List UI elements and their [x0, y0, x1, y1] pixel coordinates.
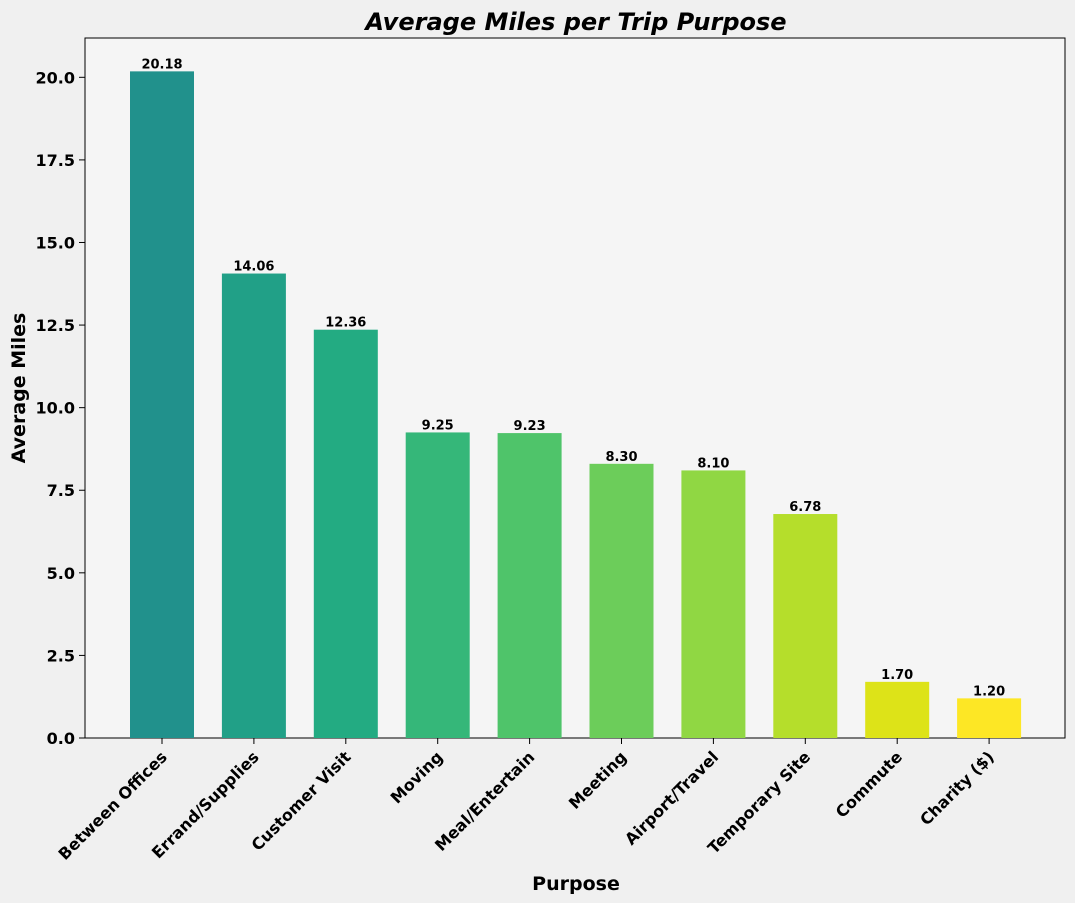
y-tick-label: 10.0 [36, 399, 75, 418]
bar-0 [130, 71, 194, 738]
bar-3 [405, 432, 470, 738]
bar-8 [865, 681, 930, 738]
x-tick-label: Moving [387, 747, 447, 807]
chart-title: Average Miles per Trip Purpose [363, 8, 786, 36]
bar-9 [957, 698, 1022, 738]
x-tick-label: Charity ($) [916, 747, 998, 829]
bar-value-label: 9.23 [514, 419, 546, 434]
bar-2 [313, 329, 378, 738]
y-tick-label: 0.0 [47, 729, 75, 748]
y-axis: 0.0 2.5 5.0 7.5 10.0 12.5 15.0 17.5 20.0 [36, 68, 85, 748]
bar-6 [681, 470, 746, 738]
y-tick-label: 12.5 [36, 316, 75, 335]
y-tick-label: 17.5 [36, 151, 75, 170]
bar-value-labels: 20.18 14.06 12.36 9.25 9.23 8.30 8.10 6.78 1.70 1… [141, 57, 1005, 699]
bar-value-label: 14.06 [233, 260, 274, 275]
bar-value-label: 1.20 [973, 684, 1005, 699]
bar-value-label: 9.25 [422, 418, 454, 433]
y-tick-label: 2.5 [47, 646, 75, 665]
bar-4 [497, 433, 562, 738]
bar-value-label: 1.70 [881, 668, 913, 683]
x-tick-label: Meal/Entertain [431, 747, 538, 854]
bar-value-label: 8.30 [605, 450, 637, 465]
bars-group [130, 71, 1022, 738]
x-tick-label: Temporary Site [704, 747, 814, 857]
y-tick-label: 15.0 [36, 233, 75, 252]
bar-value-label: 8.10 [697, 456, 729, 471]
y-tick-label: 5.0 [47, 564, 75, 583]
y-tick-label: 20.0 [36, 68, 75, 87]
bar-value-label: 12.36 [325, 316, 366, 331]
x-tick-label: Commute [832, 747, 906, 821]
bar-1 [221, 273, 286, 738]
bar-value-label: 20.18 [141, 57, 182, 72]
bar-5 [589, 463, 654, 738]
x-tick-label: Airport/Travel [621, 747, 722, 848]
x-tick-label: Meeting [565, 747, 630, 812]
y-axis-title: Average Miles [8, 313, 30, 464]
bar-value-label: 6.78 [789, 500, 821, 515]
x-tick-label: Customer Visit [247, 747, 354, 854]
x-axis-title: Purpose [532, 873, 620, 895]
bar-7 [773, 514, 838, 738]
y-tick-label: 7.5 [47, 481, 75, 500]
